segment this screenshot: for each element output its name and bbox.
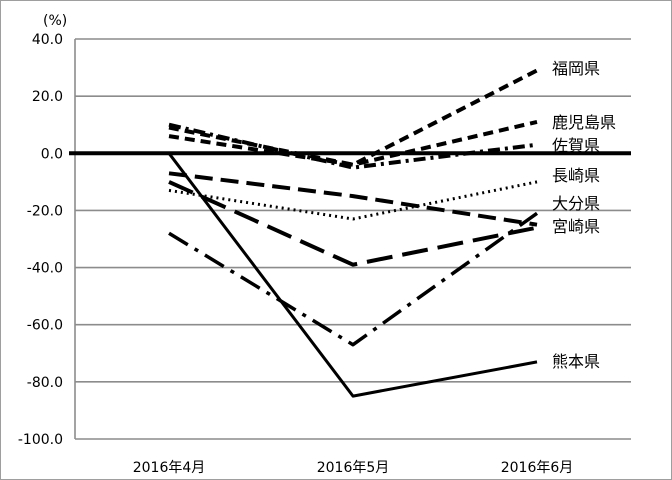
series-line-4 (168, 180, 538, 221)
series-label: 熊本県 (552, 352, 600, 371)
y-tick-label: -20.0 (27, 203, 63, 219)
series-line-6 (168, 180, 538, 267)
y-tick-label: -40.0 (27, 261, 63, 277)
y-tick-label: -80.0 (27, 375, 63, 391)
series-layer (167, 68, 539, 398)
x-tick-label: 2016年4月 (133, 460, 206, 476)
series-label: 宮崎県 (552, 217, 600, 236)
y-tick-label: -100.0 (18, 432, 63, 448)
series-label: 鹿児島県 (552, 113, 616, 132)
series-line-5 (168, 171, 538, 227)
series-label: 大分県 (552, 194, 600, 213)
y-tick-label: 0.0 (41, 146, 63, 162)
series-label: 長崎県 (552, 166, 600, 185)
grid-layer (75, 38, 631, 440)
series-line-8 (168, 211, 539, 347)
series-line-1 (168, 68, 538, 167)
series-label: 佐賀県 (552, 136, 600, 155)
axis-layer: 40.0 20.0 0.0 -20.0 -40.0 -60.0 -80.0 -100.0 (%)… (18, 13, 631, 476)
x-tick-label: 2016年6月 (501, 460, 574, 476)
series-line-7 (167, 152, 538, 398)
series-line-2 (168, 119, 538, 167)
y-tick-label: 20.0 (32, 89, 63, 105)
y-tick-label: -60.0 (27, 318, 63, 334)
y-unit-label: (%) (43, 13, 67, 29)
y-tick-label: 40.0 (32, 32, 63, 48)
series-label: 福岡県 (552, 59, 600, 78)
x-tick-label: 2016年5月 (317, 460, 390, 476)
